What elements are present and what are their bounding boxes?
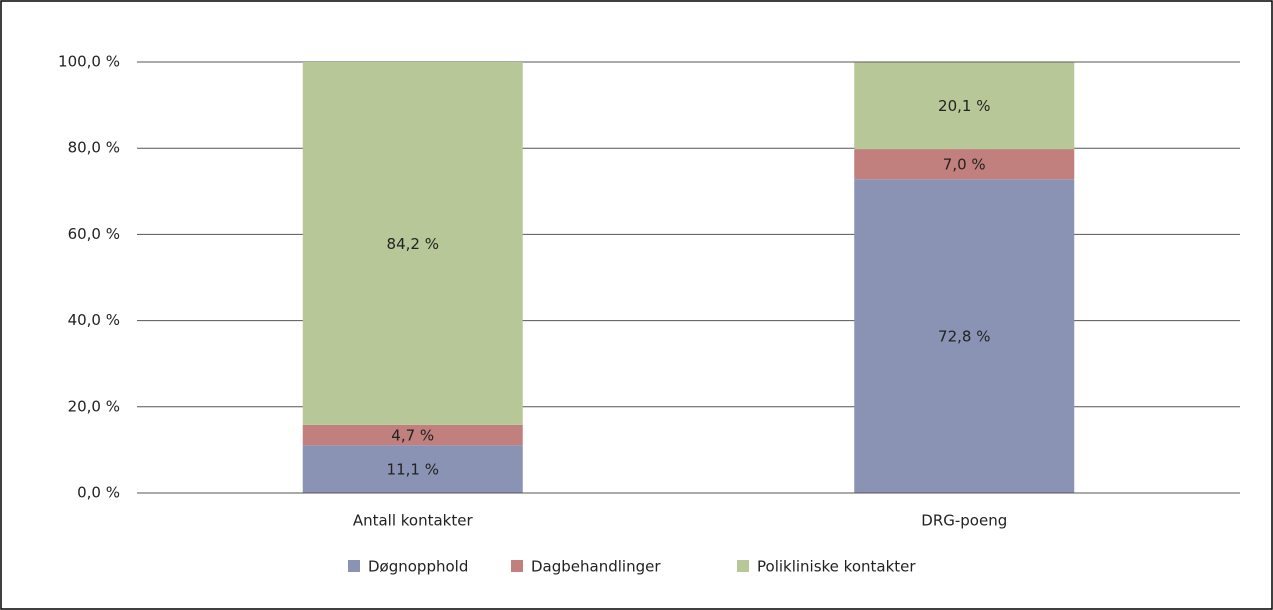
- bar-segment: [302, 445, 523, 493]
- legend-swatch: [511, 560, 523, 572]
- y-tick-label: 40,0 %: [68, 311, 120, 329]
- x-tick-label: Antall kontakter: [353, 512, 474, 530]
- bar-segment: [854, 149, 1075, 180]
- legend-label: Døgnopphold: [368, 558, 468, 576]
- y-tick-label: 60,0 %: [68, 225, 120, 243]
- value-label: 7,0 %: [943, 156, 986, 174]
- y-tick-label: 20,0 %: [68, 397, 120, 415]
- bar-segment: [854, 62, 1075, 150]
- legend-label: Dagbehandlinger: [531, 558, 661, 576]
- x-tick-label: DRG-poeng: [921, 512, 1007, 530]
- legend-swatch: [348, 560, 360, 572]
- bar-segment: [302, 424, 523, 446]
- bar-segment: [854, 179, 1075, 493]
- value-label: 20,1 %: [938, 97, 990, 115]
- value-label: 4,7 %: [391, 427, 434, 445]
- value-label: 72,8 %: [938, 328, 990, 346]
- value-label: 84,2 %: [387, 235, 439, 253]
- bar-segment: [302, 62, 523, 425]
- y-tick-label: 80,0 %: [68, 139, 120, 157]
- legend-label: Polikliniske kontakter: [757, 558, 916, 576]
- y-tick-label: 100,0 %: [58, 53, 120, 71]
- value-label: 11,1 %: [387, 461, 439, 479]
- y-tick-label: 0,0 %: [77, 484, 120, 502]
- legend-swatch: [737, 560, 749, 572]
